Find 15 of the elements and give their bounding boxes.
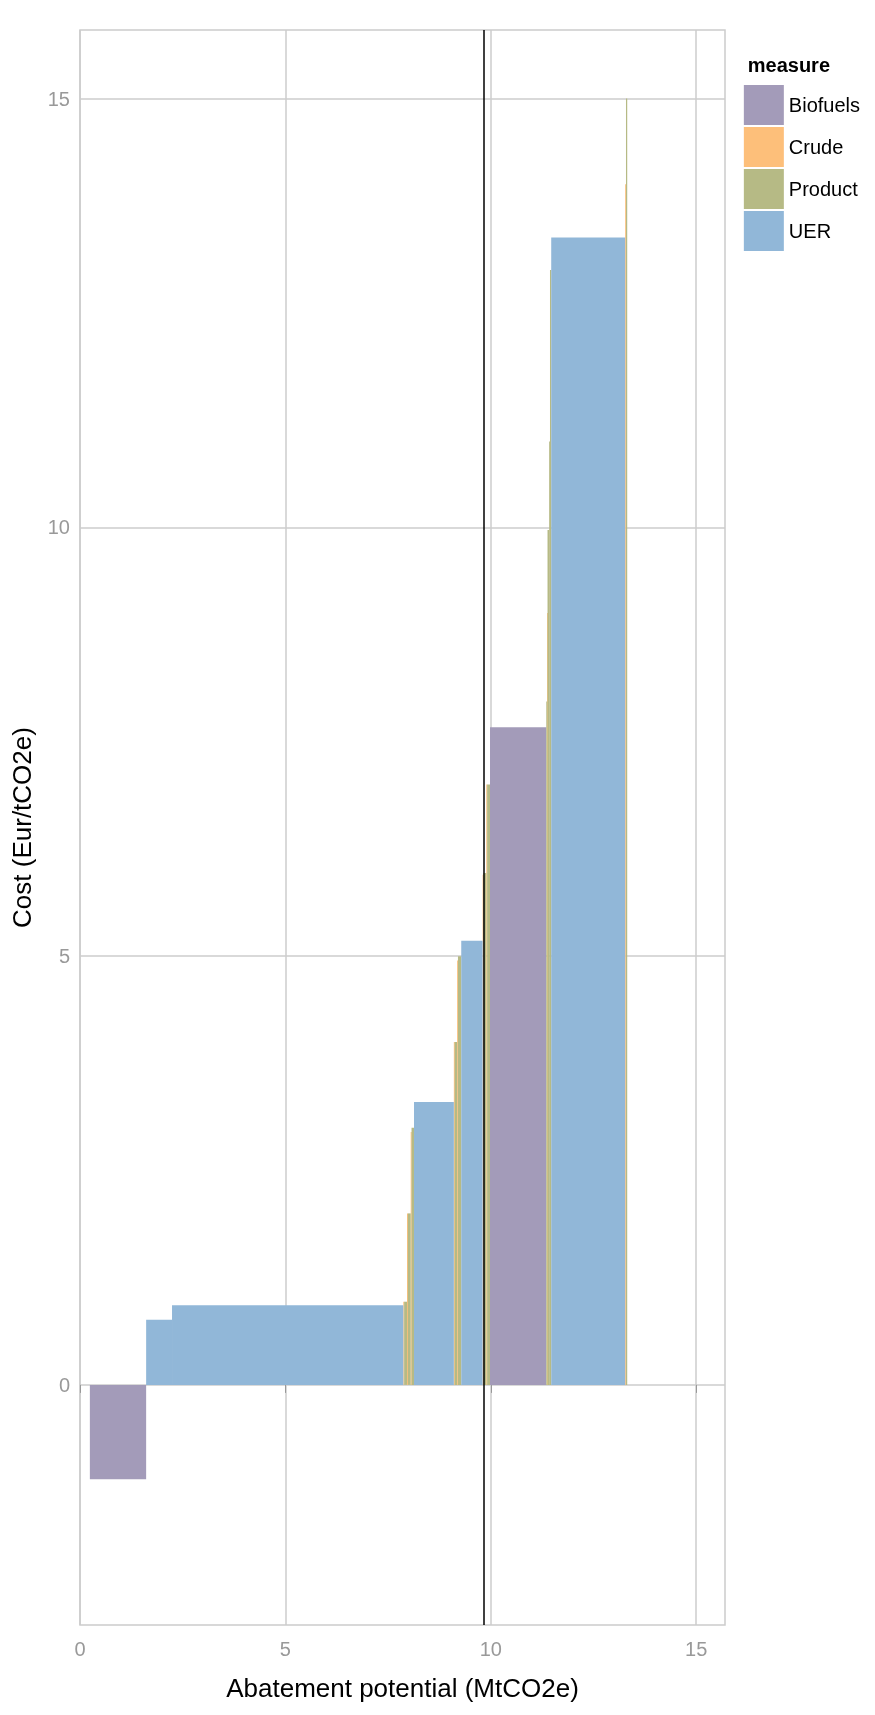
y-tick-label: 5 (58, 945, 70, 968)
x-tick-label: 5 (279, 1638, 291, 1660)
x-axis-title: Abatement potential (MtCO2e) (226, 1673, 579, 1703)
x-tick-label: 0 (74, 1638, 86, 1660)
x-tick-label: 15 (685, 1638, 708, 1660)
legend-title: measure (747, 54, 831, 76)
legend-label: Crude (788, 136, 844, 158)
y-tick-label: 10 (47, 516, 70, 539)
x-tick-label: 10 (479, 1638, 502, 1660)
legend-label: Product (788, 178, 859, 200)
y-tick-label: 15 (47, 87, 70, 110)
legend-label: Biofuels (788, 94, 860, 116)
y-axis-title: Cost (Eur/tCO2e) (7, 727, 37, 928)
y-tick-label: 0 (58, 1373, 70, 1396)
legend-label: UER (788, 220, 832, 242)
